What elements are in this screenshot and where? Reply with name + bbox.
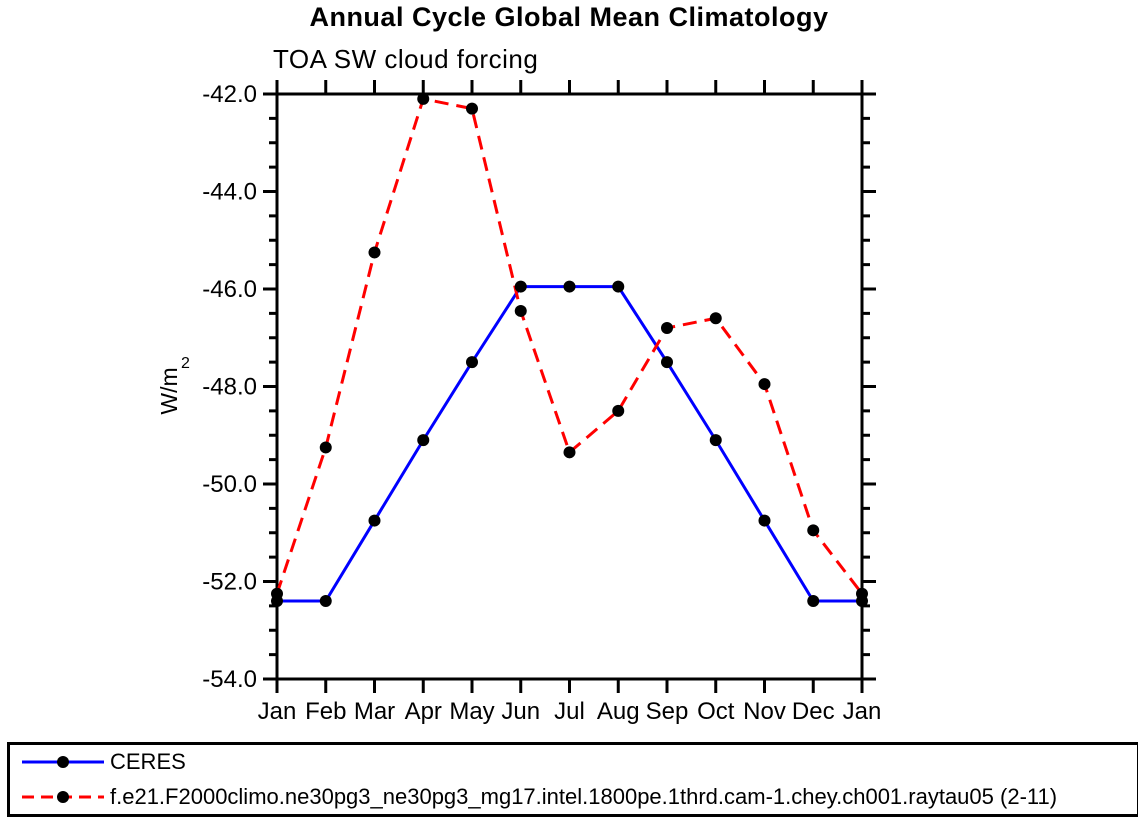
- ceres-marker: [661, 356, 673, 369]
- model-marker: [856, 587, 868, 600]
- legend-label-model: f.e21.F2000climo.ne30pg3_ne30pg3_mg17.in…: [110, 783, 1058, 809]
- model-marker: [661, 322, 673, 334]
- ceres-marker: [514, 280, 527, 293]
- legend-label-ceres: CERES: [110, 749, 186, 775]
- legend-box: CERES f.e21.F2000climo.ne30pg3_ne30pg3_m…: [7, 742, 1138, 817]
- model-marker: [612, 404, 625, 417]
- model-sample-line: [22, 790, 104, 803]
- x-axis-label: Aug: [597, 698, 640, 725]
- plot-frame: [275, 92, 864, 681]
- ceres-marker: [612, 280, 625, 293]
- ceres-line: [277, 285, 862, 603]
- x-axis-label: Apr: [405, 698, 442, 725]
- y-axis-title: W/m: [156, 367, 182, 414]
- y-axis-tick-label: -44.0: [202, 179, 257, 206]
- x-axis-label: Jan: [843, 698, 882, 725]
- x-axis-label: May: [449, 698, 494, 725]
- ceres-marker: [319, 595, 332, 607]
- model-marker: [807, 524, 820, 537]
- model-marker: [271, 587, 283, 600]
- ceres-marker: [758, 514, 771, 527]
- y-axis-tick-label: -46.0: [202, 276, 257, 303]
- legend-marker-dot: [57, 790, 69, 803]
- model-marker: [514, 304, 527, 317]
- y-axis-title-superscript: 2: [181, 355, 190, 372]
- y-axis-tick-label: -50.0: [202, 471, 257, 498]
- ceres-marker: [417, 434, 430, 447]
- x-axis-label: Dec: [792, 698, 835, 725]
- chart-canvas: Jan Feb Mar Apr May Jun Jul Aug Sep Oct Nov Dec Jan-…: [156, 80, 882, 725]
- ceres-marker: [807, 595, 820, 607]
- y-axis-tick-label: -54.0: [202, 666, 257, 693]
- ceres-sample-line: [22, 756, 104, 769]
- chart-title: Annual Cycle Global Mean Climatology: [309, 2, 829, 32]
- model-marker: [466, 102, 478, 115]
- y-axis-tick-label: -52.0: [202, 569, 257, 596]
- legend-marker-dot: [57, 756, 69, 769]
- x-axis-label: Oct: [697, 698, 735, 725]
- model-marker: [709, 312, 722, 325]
- y-axis-tick-label: -42.0: [202, 81, 257, 108]
- legend-item-model: f.e21.F2000climo.ne30pg3_ne30pg3_mg17.in…: [20, 782, 1137, 812]
- x-axis-label: Feb: [305, 698, 346, 725]
- x-axis-label: Jan: [258, 698, 297, 725]
- ceres-marker: [368, 514, 381, 527]
- ceres-marker: [563, 280, 576, 293]
- ceres-marker: [466, 356, 478, 369]
- model-marker: [417, 92, 430, 105]
- x-axis-label: Nov: [743, 698, 786, 725]
- x-axis-label: Mar: [354, 698, 395, 725]
- ceres-marker: [709, 434, 722, 447]
- y-axis-tick-label: -48.0: [202, 374, 257, 401]
- model-marker: [319, 441, 332, 454]
- model-marker: [758, 378, 771, 391]
- chart-subtitle: TOA SW cloud forcing: [273, 44, 539, 74]
- model-marker: [368, 246, 381, 259]
- x-axis-label: Sep: [646, 698, 689, 725]
- model-line: [275, 97, 864, 595]
- x-axis-label: Jul: [554, 698, 585, 725]
- legend-item-ceres: CERES: [20, 747, 1137, 777]
- model-marker: [563, 446, 576, 459]
- x-axis-label: Jun: [501, 698, 540, 725]
